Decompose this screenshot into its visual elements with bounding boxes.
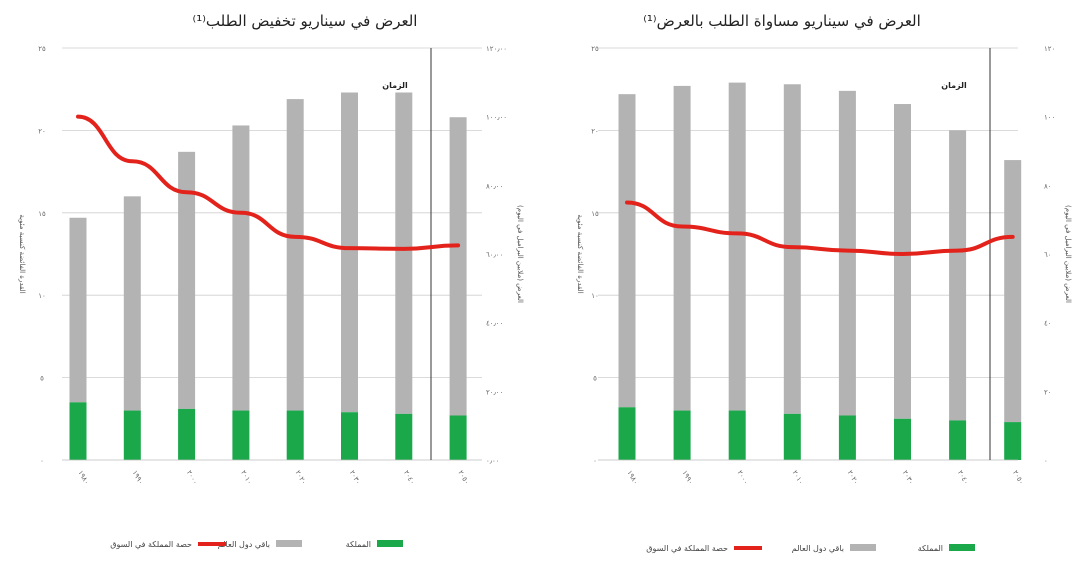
chart1-legend-swatch-rest	[276, 540, 302, 547]
chart1-right-tick-label: ٢٠٫٠٠	[486, 388, 503, 396]
chart1-left-tick-label: ٢٥	[38, 45, 46, 53]
chart1-bar-saudi	[395, 413, 413, 460]
chart1-bar-saudi	[286, 410, 304, 460]
chart1-bar-rest-of-world	[286, 99, 304, 411]
chart2-right-tick-label: ٢٠	[1044, 388, 1052, 396]
chart1-bar-rest-of-world	[232, 125, 250, 411]
chart2-legend-swatch-saudi	[949, 544, 975, 551]
chart2-bar-saudi	[838, 415, 856, 460]
chart1-left-tick-label: ١٠	[38, 292, 46, 300]
chart2-bar-saudi	[949, 420, 967, 460]
chart1-x-tick-label: ٢٠١٠	[239, 469, 253, 486]
chart2-legend-swatch-rest	[850, 544, 876, 551]
chart2-bar-saudi	[728, 410, 746, 460]
chart1-x-tick-label: ١٩٨٠	[76, 469, 90, 486]
chart1-bar-rest-of-world	[449, 117, 467, 416]
chart2-legend-label-share: حصة المملكة في السوق	[646, 544, 728, 553]
chart2-bar-rest-of-world	[838, 90, 856, 416]
chart1-left-axis-title: القدرة الفائضة كنسبة مئوية	[18, 214, 26, 293]
chart1-bar-saudi	[449, 415, 467, 460]
chart2-bar-rest-of-world	[728, 82, 746, 411]
chart2-bar-rest-of-world	[1004, 160, 1022, 423]
chart2-right-tick-label: ٤٠	[1044, 320, 1052, 328]
chart1-bar-saudi	[232, 410, 250, 460]
chart2-left-axis-title: القدرة الفائضة كنسبة مئوية	[576, 214, 584, 293]
chart1-right-tick-label: ١٠٠٫٠٠	[486, 114, 507, 122]
chart2-x-tick-label: ٢٠٢٠	[846, 469, 860, 486]
chart1-right-axis-title: العرض (ملايين البراميل في اليوم)	[516, 205, 524, 303]
chart2-bar-rest-of-world	[673, 85, 691, 411]
chart2-left-tick-label: ٥	[593, 375, 597, 383]
chart2-left-tick-label: ١٠	[591, 292, 599, 300]
chart2-bar-rest-of-world	[949, 130, 967, 421]
chart2-left-tick-label: ٢٠	[591, 127, 599, 135]
chart2-marker-label: الزمان	[941, 81, 967, 90]
chart1-bar-rest-of-world	[69, 217, 87, 403]
chart2-bar-saudi	[618, 407, 636, 460]
chart1-bar-rest-of-world	[123, 196, 141, 411]
chart2-title: العرض في سيناريو مساواة الطلب بالعرض⁽¹⁾	[643, 12, 921, 31]
chart1-right-tick-label: ١٢٠٫٠٠	[486, 45, 507, 53]
chart1-bar-rest-of-world	[178, 151, 196, 409]
chart2-bar-rest-of-world	[894, 104, 911, 419]
chart2-x-tick-label: ١٩٩٠	[680, 469, 694, 486]
chart1-left-tick-label: ١٥	[38, 210, 46, 218]
chart2-line-market-share	[625, 200, 1015, 256]
chart1-bar-rest-of-world	[395, 92, 413, 414]
chart1-legend-label-rest: باقي دول العالم	[218, 540, 270, 549]
chart2-bar-rest-of-world	[618, 94, 636, 408]
chart1-right-tick-label: ٨٠٫٠٠	[486, 182, 503, 190]
chart2-legend-label-rest: باقي دول العالم	[792, 544, 844, 553]
chart2-left-tick-label: ٠	[593, 457, 597, 465]
chart1-bar-saudi	[178, 408, 196, 460]
chart1-x-tick-label: ٢٠٥٠	[456, 469, 470, 486]
chart2-left-tick-label: ١٥	[591, 210, 599, 218]
chart1-legend-label-share: حصة المملكة في السوق	[110, 540, 192, 549]
chart1-bar-saudi	[123, 410, 141, 460]
chart2-right-tick-label: ١٠٠	[1044, 114, 1055, 122]
chart1-x-tick-label: ١٩٩٠	[131, 469, 145, 486]
chart2-right-tick-label: ٦٠	[1044, 251, 1052, 259]
chart1-bar-saudi	[341, 412, 358, 460]
chart2-x-tick-label: ٢٠١٠	[791, 469, 805, 486]
chart2-right-tick-label: ١٢٠	[1044, 45, 1055, 53]
chart1-legend-swatch-saudi	[377, 540, 403, 547]
chart2-right-axis-title: العرض (ملايين البراميل في اليوم)	[1064, 205, 1072, 303]
chart1-left-tick-label: ٢٠	[38, 127, 46, 135]
chart1-line-market-share	[76, 114, 461, 251]
chart1-title: العرض في سيناريو تخفيض الطلب⁽¹⁾	[193, 12, 418, 31]
chart1-right-tick-label: ٤٠٫٠٠	[486, 320, 503, 328]
chart1-x-tick-label: ٢٠٤٠	[402, 469, 416, 486]
chart1-left-tick-label: ٠	[40, 457, 44, 465]
chart2-x-tick-label: ٢٠٠٠	[735, 469, 749, 486]
chart1-left-tick-label: ٥	[40, 375, 44, 383]
chart1-marker-label: الزمان	[382, 81, 408, 90]
chart1-x-tick-label: ٢٠٠٠	[185, 469, 199, 486]
chart1-bar-rest-of-world	[341, 92, 358, 413]
chart2-bar-saudi	[1004, 422, 1022, 460]
chart2-right-tick-label: ٨٠	[1044, 182, 1052, 190]
chart1-x-tick-label: ٢٠٣٠	[348, 469, 362, 486]
chart2-x-tick-label: ٢٠٣٠	[901, 469, 915, 486]
chart1-legend-label-saudi: المملكة	[346, 540, 371, 549]
chart1-x-tick-label: ٢٠٢٠	[293, 469, 307, 486]
chart1-right-tick-label: ٠٫٠٠	[486, 457, 500, 465]
chart2-x-tick-label: ٢٠٤٠	[956, 469, 970, 486]
chart1-right-tick-label: ٦٠٫٠٠	[486, 251, 503, 259]
chart2-left-tick-label: ٢٥	[591, 45, 599, 53]
chart2-bar-saudi	[673, 410, 691, 460]
chart2-legend-swatch-share	[734, 546, 762, 550]
chart2-bar-saudi	[783, 413, 801, 460]
chart2-bar-saudi	[894, 418, 911, 460]
chart2-x-tick-label: ٢٠٥٠	[1011, 469, 1025, 486]
chart1-bar-saudi	[69, 402, 87, 460]
chart2-x-tick-label: ١٩٨٠	[625, 469, 639, 486]
chart2-legend-label-saudi: المملكة	[918, 544, 943, 553]
chart2-right-tick-label: ٠	[1044, 457, 1048, 465]
chart1-legend-swatch-share	[198, 542, 226, 546]
